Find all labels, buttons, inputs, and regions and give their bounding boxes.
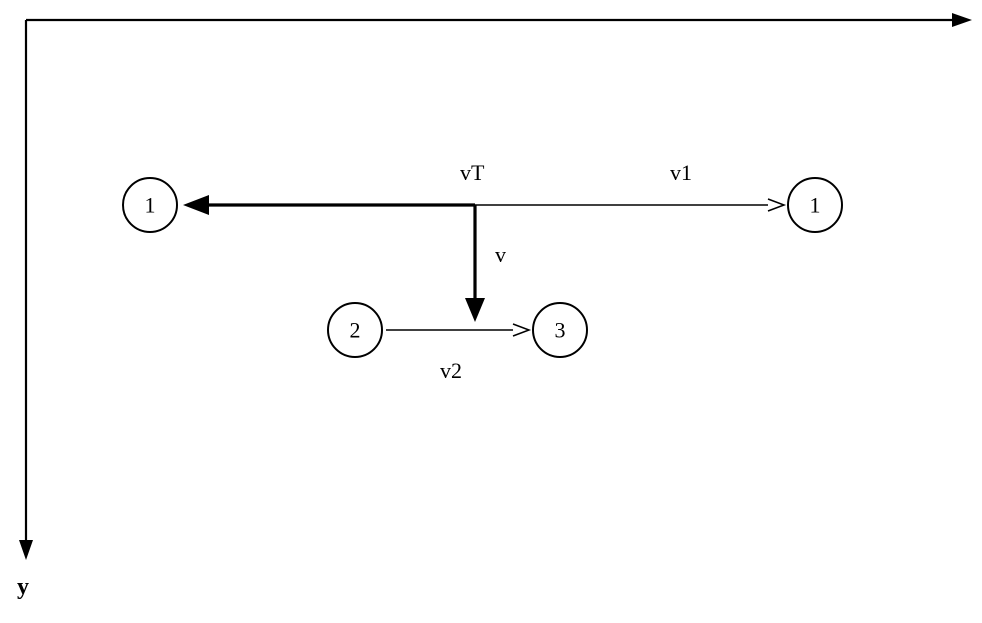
node-n1a: 1 [123, 178, 177, 232]
node-n2: 2 [328, 303, 382, 357]
vector-v2: v2 [386, 324, 529, 383]
vector-v: v [465, 205, 506, 322]
vector-v1-label: v1 [670, 160, 692, 185]
vector-vT: vT [183, 160, 485, 215]
node-n3-label: 3 [555, 318, 566, 343]
node-n2-label: 2 [350, 318, 361, 343]
axes: y [17, 13, 972, 600]
node-n1b-label: 1 [810, 193, 821, 218]
y-axis-arrowhead [19, 540, 33, 560]
vector-v1-head [768, 199, 784, 211]
diagram-canvas: y vT v1 v v2 1 1 2 3 [0, 0, 982, 623]
node-n1b: 1 [788, 178, 842, 232]
node-n3: 3 [533, 303, 587, 357]
vector-v-label: v [495, 242, 506, 267]
vector-v1: v1 [475, 160, 784, 211]
vector-v-head [465, 298, 485, 322]
node-n1a-label: 1 [145, 193, 156, 218]
x-axis-arrowhead [952, 13, 972, 27]
vector-v2-head [513, 324, 529, 336]
vector-vT-label: vT [460, 160, 485, 185]
vector-vT-head [183, 195, 209, 215]
y-axis-label: y [17, 574, 29, 600]
vector-v2-label: v2 [440, 358, 462, 383]
